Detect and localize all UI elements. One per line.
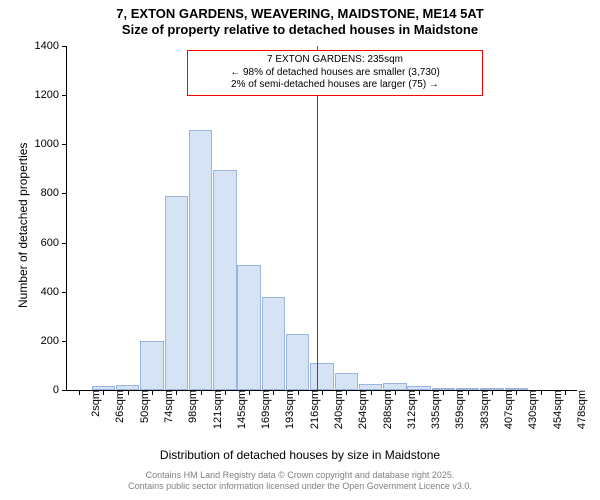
x-tick-line <box>176 390 177 395</box>
histogram-bar <box>383 383 406 390</box>
x-tick-line <box>273 390 274 395</box>
histogram-bar <box>262 297 285 390</box>
x-tick-line <box>443 390 444 395</box>
x-tick-label: 383sqm <box>473 390 491 429</box>
x-tick-label: 74sqm <box>157 390 175 423</box>
x-axis-label: Distribution of detached houses by size … <box>0 448 600 462</box>
x-tick-line <box>152 390 153 395</box>
y-tick-label: 1000 <box>35 138 67 150</box>
footer-attribution: Contains HM Land Registry data © Crown c… <box>0 470 600 492</box>
annotation-line-3: 2% of semi-detached houses are larger (7… <box>191 79 479 92</box>
reference-line <box>317 46 318 390</box>
x-tick-label: 478sqm <box>570 390 588 429</box>
x-tick-line <box>541 390 542 395</box>
x-tick-label: 407sqm <box>497 390 515 429</box>
y-tick-label: 600 <box>41 237 67 249</box>
x-tick-line <box>468 390 469 395</box>
x-tick-label: 216sqm <box>303 390 321 429</box>
footer-line-2: Contains public sector information licen… <box>0 481 600 492</box>
x-tick-label: 121sqm <box>206 390 224 429</box>
x-tick-label: 288sqm <box>376 390 394 429</box>
y-tick-label: 1200 <box>35 89 67 101</box>
x-tick-line <box>201 390 202 395</box>
annotation-box: 7 EXTON GARDENS: 235sqm← 98% of detached… <box>187 50 483 96</box>
x-tick-line <box>492 390 493 395</box>
annotation-line-2: ← 98% of detached houses are smaller (3,… <box>191 67 479 80</box>
x-tick-line <box>371 390 372 395</box>
histogram-bar <box>140 341 163 390</box>
x-tick-line <box>419 390 420 395</box>
histogram-bar <box>165 196 188 390</box>
histogram-bar <box>237 265 260 390</box>
x-tick-label: 169sqm <box>254 390 272 429</box>
x-tick-label: 240sqm <box>327 390 345 429</box>
y-tick-label: 0 <box>53 384 67 396</box>
annotation-line-1: 7 EXTON GARDENS: 235sqm <box>191 54 479 67</box>
x-tick-label: 145sqm <box>230 390 248 429</box>
x-tick-line <box>322 390 323 395</box>
histogram-bar <box>213 170 236 390</box>
x-tick-label: 359sqm <box>448 390 466 429</box>
x-tick-label: 335sqm <box>424 390 442 429</box>
footer-line-1: Contains HM Land Registry data © Crown c… <box>0 470 600 481</box>
histogram-bar <box>286 334 309 391</box>
x-tick-line <box>395 390 396 395</box>
histogram-bar <box>335 373 358 390</box>
x-tick-line <box>225 390 226 395</box>
x-tick-label: 430sqm <box>521 390 539 429</box>
x-tick-line <box>565 390 566 395</box>
x-tick-line <box>516 390 517 395</box>
y-tick-label: 1400 <box>35 40 67 52</box>
y-axis-label: Number of detached properties <box>16 143 30 308</box>
x-tick-label: 98sqm <box>181 390 199 423</box>
x-tick-line <box>128 390 129 395</box>
chart-title-line-2: Size of property relative to detached ho… <box>0 22 600 37</box>
x-tick-line <box>249 390 250 395</box>
y-tick-label: 400 <box>41 286 67 298</box>
plot-area: 7 EXTON GARDENS: 235sqm← 98% of detached… <box>66 46 577 391</box>
histogram-bar <box>310 363 333 390</box>
x-tick-line <box>346 390 347 395</box>
chart-container: 7, EXTON GARDENS, WEAVERING, MAIDSTONE, … <box>0 0 600 500</box>
x-tick-line <box>103 390 104 395</box>
x-tick-label: 312sqm <box>400 390 418 429</box>
y-tick-label: 200 <box>41 335 67 347</box>
y-tick-label: 800 <box>41 187 67 199</box>
x-tick-label: 264sqm <box>351 390 369 429</box>
histogram-bar <box>189 130 212 390</box>
chart-title-line-1: 7, EXTON GARDENS, WEAVERING, MAIDSTONE, … <box>0 6 600 21</box>
x-tick-label: 193sqm <box>278 390 296 429</box>
x-tick-label: 50sqm <box>133 390 151 423</box>
x-tick-label: 454sqm <box>546 390 564 429</box>
x-tick-label: 26sqm <box>108 390 126 423</box>
x-tick-label: 2sqm <box>84 390 102 417</box>
x-tick-line <box>298 390 299 395</box>
x-tick-line <box>79 390 80 395</box>
